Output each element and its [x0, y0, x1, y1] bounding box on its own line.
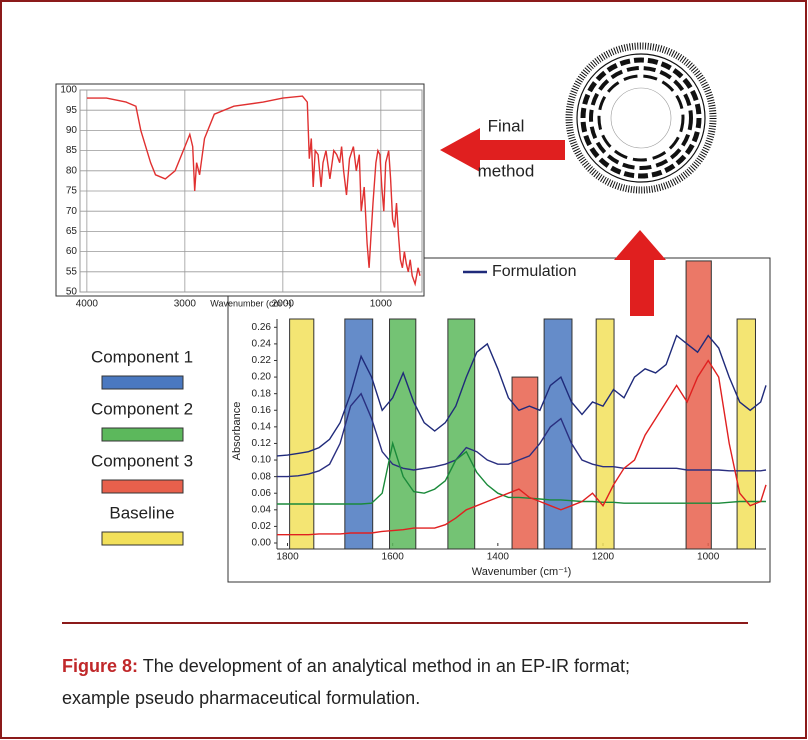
y-tick-label: 0.08: [252, 471, 272, 482]
arrow-left: [440, 128, 565, 172]
arrow-text: method: [478, 161, 535, 180]
component-band: [685, 260, 712, 550]
legend-label: Formulation: [492, 263, 576, 280]
caption-label: Figure 8:: [62, 656, 139, 676]
x-tick-label: 1200: [592, 552, 615, 563]
component-band: [736, 318, 756, 550]
y-tick-label: 0.20: [252, 372, 272, 383]
y-tick-label: 90: [66, 125, 78, 136]
y-tick-label: 0.26: [252, 322, 272, 333]
y-tick-label: 0.18: [252, 388, 272, 399]
x-tick-label: 3000: [174, 299, 197, 310]
arrow-text: Final: [488, 116, 525, 135]
y-tick-label: 0.06: [252, 488, 272, 499]
legend-label: Component 2: [91, 399, 193, 418]
y-tick-label: 55: [66, 266, 78, 277]
plot-frame: [79, 89, 423, 293]
legend-swatch: [101, 427, 184, 442]
chart-box: [227, 257, 771, 583]
ring: [610, 87, 672, 149]
ring: [580, 57, 702, 179]
component-band: [344, 318, 374, 550]
ring: [565, 42, 717, 194]
y-tick-label: 80: [66, 165, 78, 176]
legend-swatch: [101, 531, 184, 546]
legend-label: Component 3: [91, 451, 193, 470]
x-axis-label: Wavenumber (cm⁻¹): [472, 566, 572, 578]
y-tick-label: 85: [66, 145, 78, 156]
caption: Figure 8: The development of an analytic…: [62, 650, 702, 714]
y-tick-label: 0.14: [252, 421, 272, 432]
x-tick-label: 4000: [76, 299, 99, 310]
legend-swatch: [101, 375, 184, 390]
y-tick-label: 0.22: [252, 355, 272, 366]
legend-label: Component 1: [91, 347, 193, 366]
x-tick-label: 1400: [487, 552, 510, 563]
spectra-chart: 0.00 0.02 0.04 0.06 0.08 0.10 0.12 0.14 0.16 0.18…: [227, 257, 771, 583]
legend-swatch: [101, 479, 184, 494]
component-band: [511, 376, 539, 550]
y-axis-label: Absorbance: [231, 402, 243, 461]
ir-chart: 50 55 60 65 70 75 80 85 90 95 100 4000 3000 2000 1000 W…: [55, 83, 425, 310]
y-tick-label: 70: [66, 206, 78, 217]
chart-box: [55, 83, 425, 297]
y-tick-label: 0.02: [252, 521, 272, 532]
y-tick-label: 50: [66, 287, 78, 298]
series-line: [86, 95, 421, 287]
y-tick-label: 0.12: [252, 438, 272, 449]
series-line: [277, 359, 767, 536]
y-tick-label: 0.24: [252, 339, 272, 350]
component-band: [595, 318, 615, 550]
y-tick-label: 95: [66, 105, 78, 116]
caption-text: The development of an analytical method …: [62, 656, 630, 708]
x-tick-label: 1000: [697, 552, 720, 563]
x-axis-label: Wavenumber (cm⁻¹): [210, 298, 291, 308]
component-band: [389, 318, 417, 550]
series-line: [276, 334, 767, 457]
y-tick-label: 75: [66, 186, 78, 197]
series-line: [277, 392, 767, 478]
ring: [597, 74, 685, 162]
y-tick-label: 0.00: [252, 538, 272, 549]
ring: [576, 53, 706, 183]
component-band: [447, 318, 476, 550]
y-tick-label: 0.04: [252, 504, 272, 515]
y-tick-label: 60: [66, 246, 78, 257]
interferogram-icon: [565, 42, 717, 194]
y-tick-label: 65: [66, 226, 78, 237]
series-line: [277, 440, 766, 505]
x-tick-label: 1600: [382, 552, 405, 563]
x-tick-label: 2000: [272, 299, 295, 310]
component-band: [289, 318, 315, 550]
arrow-up: [614, 230, 666, 316]
x-tick-label: 1800: [276, 552, 299, 563]
legend-label: Baseline: [109, 503, 174, 522]
y-tick-label: 0.10: [252, 455, 272, 466]
ring: [589, 66, 693, 170]
x-tick-label: 1000: [370, 299, 393, 310]
y-tick-label: 100: [60, 85, 77, 96]
y-tick-label: 0.16: [252, 405, 272, 416]
